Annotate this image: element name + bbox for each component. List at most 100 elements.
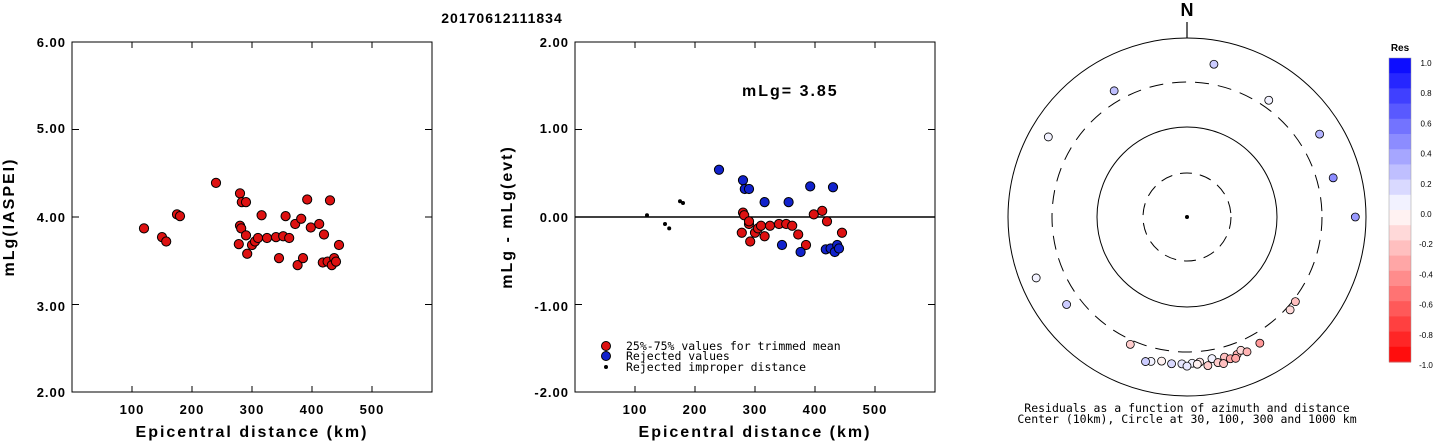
colorbar-cell xyxy=(1389,210,1411,226)
station-point xyxy=(1207,354,1217,364)
x-tick-label: 500 xyxy=(863,402,888,417)
data-point xyxy=(755,220,767,231)
colorbar-tick-label: -1.0 xyxy=(1419,361,1433,370)
station-point xyxy=(1350,212,1360,222)
colorbar-tick-label: -0.8 xyxy=(1419,331,1433,340)
panel-polar-residuals: N Residuals as a function of azimuth and… xyxy=(1007,0,1433,426)
station-point xyxy=(1242,347,1252,357)
data-point xyxy=(240,197,252,208)
data-point xyxy=(833,243,845,254)
data-point-improper xyxy=(678,199,682,204)
station-point xyxy=(1031,273,1041,283)
colorbar-cell xyxy=(1389,240,1411,257)
figure-title: 20170612111834 xyxy=(441,10,562,26)
ring-30km xyxy=(1142,172,1232,262)
colorbar-cell xyxy=(1389,164,1411,181)
data-point xyxy=(330,256,342,267)
data-point xyxy=(808,209,819,220)
colorbar-cell xyxy=(1389,88,1411,105)
legend-label: Rejected values xyxy=(626,349,730,363)
data-point xyxy=(261,232,273,244)
colorbar-cell xyxy=(1389,270,1411,287)
colorbar-cell xyxy=(1389,103,1411,120)
colorbar-frame xyxy=(1388,57,1412,363)
data-point xyxy=(161,236,172,247)
y-axis-label: mLg - mLg(evt) xyxy=(499,145,516,289)
data-point xyxy=(292,260,303,271)
mlg-annotation: mLg= 3.85 xyxy=(742,83,839,100)
data-points xyxy=(645,164,848,258)
data-point xyxy=(284,232,295,244)
colorbar-tick-label: -0.6 xyxy=(1419,301,1433,310)
station-point xyxy=(1231,353,1241,363)
colorbar-tick-label: 0.6 xyxy=(1420,119,1432,128)
caption-line: Residuals as a function of azimuth and d… xyxy=(1024,401,1349,415)
colorbar-tick-label: -0.2 xyxy=(1419,240,1433,249)
data-point-improper xyxy=(645,213,649,218)
colorbar-cell xyxy=(1389,118,1411,135)
ring-100km xyxy=(1096,126,1278,308)
legend-marker-rejected xyxy=(601,351,611,361)
y-tick-label: -2.00 xyxy=(534,385,569,400)
caption-line: Center (10km), Circle at 30, 100, 300 an… xyxy=(1017,412,1356,426)
data-point xyxy=(233,239,244,250)
data-point xyxy=(805,181,816,192)
y-tick-label: 6.00 xyxy=(37,35,66,50)
x-tick-label: 200 xyxy=(180,402,205,417)
data-point-improper xyxy=(663,222,667,226)
panel-residual-vs-distance: -2.00 -1.00 0.00 1.00 2.00 100 200 300 4… xyxy=(499,35,936,441)
y-axis-label: mLg(IASPEI) xyxy=(1,158,18,277)
colorbar-cell xyxy=(1389,255,1411,272)
data-point xyxy=(318,229,330,240)
data-point xyxy=(743,183,755,195)
colorbar-cell xyxy=(1389,225,1411,241)
legend: 25%-75% values for trimmed mean Rejected… xyxy=(601,339,841,374)
data-point xyxy=(764,220,776,231)
colorbar-cell xyxy=(1389,316,1411,333)
axis-ticks xyxy=(72,41,432,393)
colorbar-cell xyxy=(1389,194,1411,211)
station-point xyxy=(1167,359,1176,369)
colorbar-cell xyxy=(1389,346,1411,363)
data-point xyxy=(821,216,833,227)
data-point xyxy=(256,210,267,221)
data-point xyxy=(242,248,253,259)
y-tick-label: 3.00 xyxy=(37,299,66,314)
plot-frame xyxy=(71,41,433,393)
data-point xyxy=(305,222,316,233)
station-point xyxy=(1157,356,1166,366)
station-point xyxy=(1264,95,1274,105)
data-point xyxy=(240,230,252,241)
colorbar-ticks: 1.0 0.8 0.6 0.4 0.2 0.0 -0.2 -0.4 -0.6 -0.8 -1.0 xyxy=(1419,59,1433,370)
x-tick-label: 100 xyxy=(623,402,648,417)
data-point xyxy=(800,239,812,251)
colorbar-cells xyxy=(1389,58,1411,363)
data-point xyxy=(745,236,756,247)
center-point xyxy=(1185,215,1189,219)
data-point xyxy=(252,232,264,244)
data-point-improper xyxy=(681,201,685,205)
legend-marker-improper xyxy=(604,365,608,369)
colorbar: Res 1.0 0.8 0.6 0.4 0.2 0.0 -0.2 -0.4 -0.6 -0.8 -1… xyxy=(1388,43,1433,370)
data-point xyxy=(324,195,336,206)
data-point xyxy=(736,227,747,238)
colorbar-cell xyxy=(1389,73,1411,89)
station-point xyxy=(1315,129,1325,139)
y-tick-label: 5.00 xyxy=(37,121,66,136)
station-point xyxy=(1209,59,1219,69)
station-point xyxy=(1109,86,1119,96)
colorbar-tick-label: 0.2 xyxy=(1420,180,1432,189)
colorbar-tick-label: 0.8 xyxy=(1420,89,1432,98)
data-point xyxy=(333,239,345,251)
data-point xyxy=(793,229,804,240)
data-point xyxy=(759,197,770,208)
data-point xyxy=(280,211,291,222)
data-point xyxy=(210,177,222,188)
y-tick-label: 4.00 xyxy=(37,210,66,225)
station-point xyxy=(1328,173,1338,183)
x-axis-label: Epicentral distance (km) xyxy=(136,424,369,441)
data-point xyxy=(297,253,309,264)
ring-300km xyxy=(1051,81,1323,353)
x-tick-label: 300 xyxy=(240,402,265,417)
